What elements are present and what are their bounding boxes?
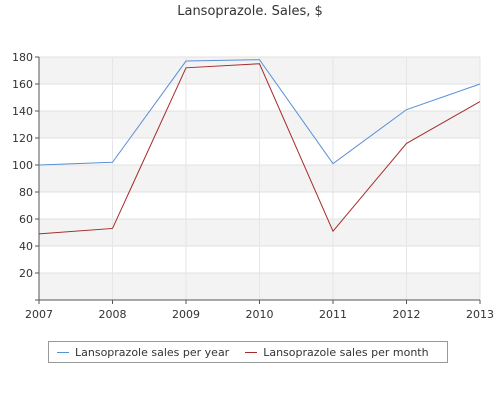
y-tick-label: 100 — [12, 159, 33, 172]
chart-legend: Lansoprazole sales per year Lansoprazole … — [48, 341, 448, 363]
legend-swatch — [245, 351, 258, 353]
y-tick-label: 60 — [19, 213, 33, 226]
x-tick-label: 2013 — [466, 308, 494, 321]
chart-title: Lansoprazole. Sales, $ — [177, 4, 323, 19]
x-tick-label: 2012 — [393, 308, 421, 321]
legend-swatch — [57, 351, 69, 353]
legend-item-1: Lansoprazole sales per year — [57, 346, 229, 359]
y-tick-label: 20 — [19, 267, 33, 280]
series-line-1 — [38, 59, 481, 166]
x-tick-label: 2010 — [246, 308, 274, 321]
x-tick-label: 2009 — [172, 308, 200, 321]
y-tick-label: 120 — [12, 132, 33, 145]
x-tick-label: 2011 — [319, 308, 347, 321]
x-tick-label: 2008 — [99, 308, 127, 321]
y-tick-label: 160 — [12, 78, 33, 91]
y-tick-label: 80 — [19, 186, 33, 199]
legend-label: Lansoprazole sales per year — [75, 345, 230, 359]
y-tick-label: 40 — [19, 240, 33, 253]
y-tick-label: 180 — [12, 51, 33, 64]
series-line-2 — [38, 63, 481, 235]
legend-label: Lansoprazole sales per month — [263, 345, 429, 359]
y-tick-label: 140 — [12, 105, 33, 118]
x-tick-label: 2007 — [25, 308, 53, 321]
legend-item-2: Lansoprazole sales per month — [245, 345, 429, 359]
